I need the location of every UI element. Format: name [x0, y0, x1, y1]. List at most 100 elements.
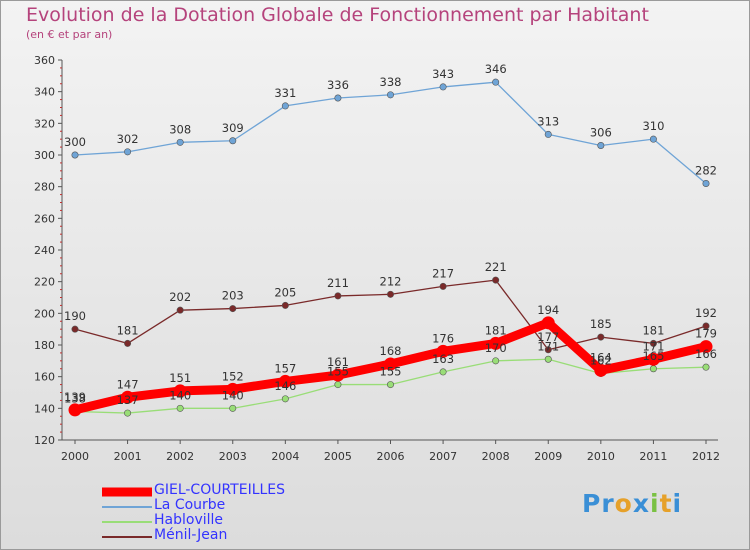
y-tick-label: 240	[34, 244, 55, 257]
data-point	[702, 180, 710, 188]
data-point	[439, 368, 447, 376]
data-label: 179	[695, 327, 717, 341]
data-label: 282	[695, 164, 717, 178]
data-label: 152	[222, 369, 244, 383]
data-point	[334, 94, 342, 102]
data-label: 147	[117, 377, 139, 391]
x-tick-label: 2003	[219, 450, 247, 463]
y-tick-label: 160	[34, 371, 55, 384]
data-label: 138	[64, 392, 86, 406]
data-label: 300	[64, 135, 86, 149]
data-label: 171	[537, 339, 559, 353]
data-point	[649, 135, 657, 143]
data-label: 170	[485, 341, 507, 355]
data-point	[439, 282, 447, 290]
data-point	[597, 333, 605, 341]
data-point	[544, 130, 552, 138]
data-point	[334, 292, 342, 300]
data-point	[384, 357, 397, 371]
data-label: 306	[590, 126, 612, 140]
data-label: 140	[169, 388, 191, 402]
x-tick-label: 2012	[692, 450, 720, 463]
data-point	[699, 340, 713, 354]
data-point	[176, 404, 184, 412]
legend-swatch	[102, 535, 152, 538]
x-tick-label: 2006	[377, 450, 405, 463]
data-label: 338	[380, 75, 402, 89]
legend-swatch	[102, 487, 152, 496]
data-point	[176, 138, 184, 146]
data-point	[281, 301, 289, 309]
data-label: 194	[537, 303, 559, 317]
data-label: 140	[222, 388, 244, 402]
data-label: 190	[64, 309, 86, 323]
data-label: 164	[590, 350, 612, 364]
data-point	[176, 306, 184, 314]
data-label: 203	[222, 289, 244, 303]
data-point	[71, 151, 79, 159]
data-label: 211	[327, 276, 349, 290]
data-point	[281, 102, 289, 110]
data-point	[229, 137, 237, 145]
data-point	[386, 290, 394, 298]
data-point	[124, 148, 132, 156]
data-point	[492, 357, 500, 365]
data-point	[331, 368, 345, 382]
x-tick-label: 2011	[639, 450, 667, 463]
y-tick-label: 360	[34, 54, 55, 67]
x-tick-label: 2004	[271, 450, 299, 463]
data-label: 155	[380, 365, 402, 379]
data-label: 310	[642, 119, 664, 133]
x-tick-label: 2002	[166, 450, 194, 463]
y-tick-label: 320	[34, 117, 55, 130]
y-tick-label: 140	[34, 402, 55, 415]
data-point	[124, 409, 132, 417]
chart-title: Evolution de la Dotation Globale de Fonc…	[26, 4, 649, 26]
data-point	[489, 336, 503, 350]
y-tick-label: 220	[34, 276, 55, 289]
data-label: 221	[485, 260, 507, 274]
data-label: 181	[485, 323, 507, 337]
data-point	[439, 83, 447, 91]
data-point	[281, 395, 289, 403]
data-label: 192	[695, 306, 717, 320]
data-point	[226, 382, 240, 396]
data-point	[278, 374, 292, 388]
data-point	[386, 381, 394, 389]
data-label: 157	[274, 361, 296, 375]
data-point	[436, 344, 450, 358]
data-label: 165	[642, 349, 664, 363]
data-label: 331	[274, 86, 296, 100]
data-label: 212	[380, 274, 402, 288]
data-point	[541, 316, 555, 330]
proxiti-logo: Proxiti	[582, 489, 682, 518]
data-label: 139	[64, 390, 86, 404]
data-label: 336	[327, 78, 349, 92]
logo-letter: t	[659, 489, 673, 518]
legend-swatch	[102, 520, 152, 523]
data-label: 308	[169, 122, 191, 136]
legend-swatch	[102, 505, 152, 508]
y-tick-label: 280	[34, 181, 55, 194]
data-point	[702, 363, 710, 371]
data-point	[594, 363, 608, 377]
data-label: 185	[590, 317, 612, 331]
logo-letter: P	[582, 489, 602, 518]
logo-letter: i	[650, 489, 660, 518]
logo-letter: r	[601, 489, 615, 518]
legend-label: Habloville	[154, 512, 224, 528]
legend-label: Ménil-Jean	[154, 527, 228, 543]
data-point	[492, 276, 500, 284]
data-label: 171	[642, 339, 664, 353]
data-point	[386, 91, 394, 99]
data-label: 151	[169, 371, 191, 385]
data-label: 163	[432, 352, 454, 366]
legend-label: La Courbe	[154, 497, 226, 513]
y-tick-label: 260	[34, 212, 55, 225]
data-label: 343	[432, 67, 454, 81]
x-tick-label: 2001	[114, 450, 142, 463]
x-tick-label: 2005	[324, 450, 352, 463]
data-point	[702, 322, 710, 330]
data-point	[544, 346, 552, 354]
